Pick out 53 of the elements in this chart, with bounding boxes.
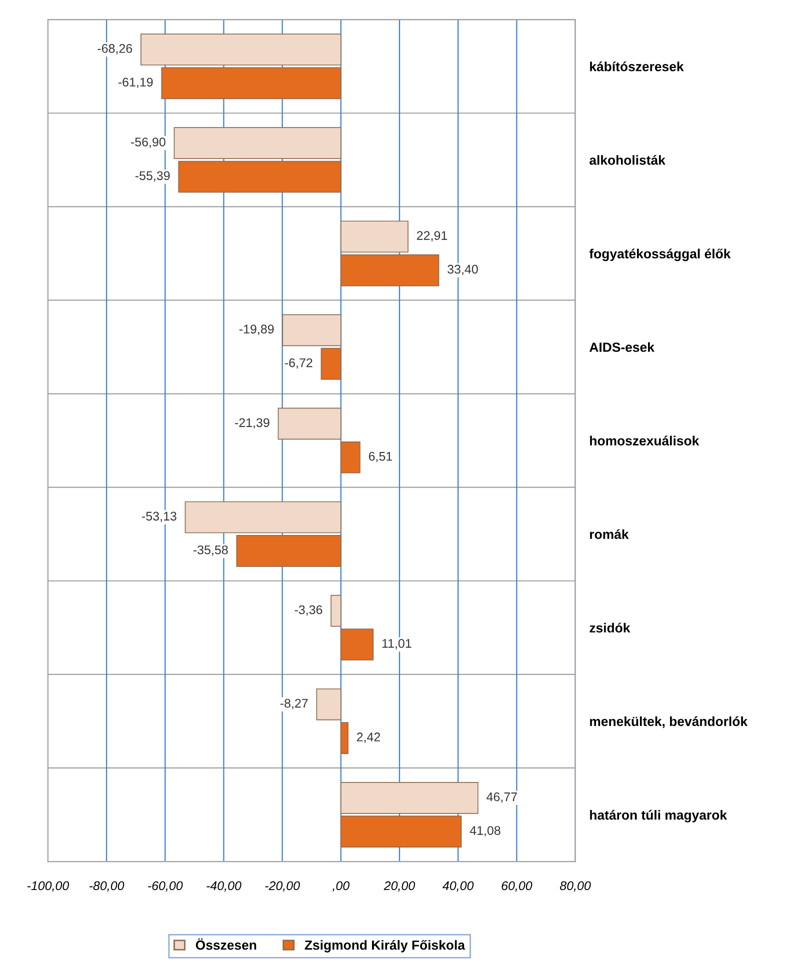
bar bbox=[320, 348, 342, 380]
data-label: -21,39 bbox=[235, 418, 270, 429]
data-label: -6,72 bbox=[284, 358, 312, 369]
data-label: 11,01 bbox=[382, 638, 412, 650]
bar bbox=[340, 220, 408, 253]
data-label: 2,42 bbox=[356, 732, 380, 743]
bar bbox=[340, 254, 440, 286]
bar bbox=[174, 127, 342, 159]
x-tick-label: -100,00 bbox=[27, 881, 70, 892]
data-label: -55,39 bbox=[135, 171, 170, 182]
bar bbox=[278, 408, 342, 440]
y-tick-label: zsidók bbox=[590, 622, 630, 633]
x-tick-label: -60,00 bbox=[148, 881, 183, 892]
legend-label: Összesen bbox=[196, 938, 256, 950]
bar bbox=[140, 34, 342, 66]
y-tick-label: határon túli magyarok bbox=[590, 810, 728, 822]
y-tick-label: menekültek, bevándorlók bbox=[590, 716, 748, 728]
data-label: -61,19 bbox=[118, 78, 153, 88]
y-tick-label: fogyatékossággal élők bbox=[589, 248, 731, 262]
bar bbox=[161, 67, 342, 100]
y-tick-label: alkoholisták bbox=[590, 155, 666, 165]
x-tick-label: ,00 bbox=[332, 881, 350, 892]
x-tick-label: 80,00 bbox=[560, 881, 591, 892]
x-tick-label: -20,00 bbox=[265, 881, 300, 892]
data-label: -53,13 bbox=[142, 512, 176, 522]
bar bbox=[340, 441, 360, 474]
bar bbox=[236, 535, 342, 567]
y-tick-label: homoszexuálisok bbox=[590, 436, 700, 446]
data-label: -8,27 bbox=[280, 698, 308, 710]
data-label: -56,90 bbox=[130, 138, 166, 148]
data-label: -35,58 bbox=[193, 545, 228, 556]
x-tick-label: 40,00 bbox=[442, 881, 474, 892]
bar bbox=[178, 160, 342, 193]
x-tick-label: 60,00 bbox=[502, 881, 532, 892]
bar bbox=[340, 628, 374, 660]
data-label: -19,89 bbox=[239, 324, 274, 335]
data-label: -3,36 bbox=[294, 605, 322, 616]
x-tick-label: 20,00 bbox=[384, 881, 416, 892]
bar bbox=[282, 314, 342, 346]
x-tick-label: -80,00 bbox=[89, 881, 124, 892]
data-label: -68,26 bbox=[98, 44, 132, 54]
bar bbox=[330, 594, 342, 627]
data-label: 33,40 bbox=[448, 264, 478, 276]
data-label: 22,91 bbox=[416, 231, 448, 242]
y-tick-label: kábítószeresek bbox=[590, 61, 684, 72]
y-tick-label: AIDS-esek bbox=[589, 342, 654, 352]
data-label: 46,77 bbox=[486, 792, 517, 803]
bar bbox=[184, 501, 342, 534]
data-label: 6,51 bbox=[368, 452, 392, 462]
legend-label: Zsigmond Király Főiskola bbox=[304, 940, 466, 952]
y-tick-label: romák bbox=[590, 529, 629, 540]
x-tick-label: -40,00 bbox=[206, 881, 242, 892]
data-label: 41,08 bbox=[470, 826, 500, 836]
